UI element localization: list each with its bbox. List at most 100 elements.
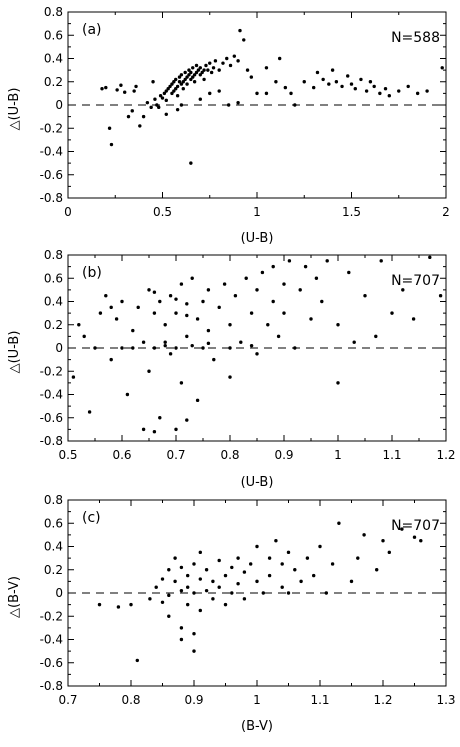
y-tick-label: -0.6: [40, 168, 63, 182]
data-point: [309, 317, 313, 321]
data-point: [187, 73, 191, 77]
data-point: [206, 288, 211, 292]
panel-label: (b): [82, 265, 102, 281]
data-point: [208, 91, 212, 96]
data-point: [151, 80, 155, 84]
data-point: [321, 77, 325, 82]
data-point: [163, 323, 167, 327]
data-point: [202, 68, 206, 72]
data-point: [379, 259, 383, 263]
data-point: [412, 535, 417, 539]
data-point: [130, 109, 134, 113]
data-point: [400, 527, 404, 531]
data-point: [280, 562, 284, 566]
data-point: [185, 302, 189, 306]
x-tick-label: 0.7: [166, 448, 185, 462]
data-point: [198, 66, 202, 70]
data-point: [299, 579, 303, 584]
y-tick-label: -0.4: [40, 633, 63, 647]
data-point: [185, 313, 189, 318]
y-tick-label: 0.8: [44, 5, 63, 19]
data-point: [378, 91, 382, 96]
x-tick-label: 1.3: [436, 693, 455, 707]
data-point: [208, 61, 212, 65]
data-point: [181, 87, 185, 91]
data-point: [198, 73, 202, 77]
data-point: [346, 74, 350, 78]
data-point: [164, 112, 168, 117]
data-point: [283, 85, 288, 90]
data-point: [120, 299, 124, 304]
data-point: [172, 80, 176, 84]
data-point: [228, 323, 232, 327]
data-point: [230, 565, 234, 570]
data-point: [198, 550, 202, 555]
data-point: [100, 87, 104, 91]
data-point: [191, 66, 195, 70]
data-point: [190, 276, 194, 280]
y-tick-label: 0.4: [44, 540, 63, 554]
data-point: [174, 311, 178, 315]
data-point: [186, 602, 190, 607]
data-point: [236, 582, 240, 586]
y-tick-label: 0.6: [44, 28, 63, 42]
data-point: [198, 608, 202, 613]
panel-b: 0.5 0.6 0.7 0.8 0.9 1 1.1 1.2 -0.8 -0.6 -0.4 -0.2 0 0…: [7, 248, 456, 490]
y-tick-label: 0: [55, 98, 63, 112]
data-point: [170, 91, 174, 96]
data-point: [131, 328, 135, 333]
data-point: [302, 80, 306, 84]
y-tick-label: 0.6: [44, 271, 63, 285]
data-point: [232, 54, 237, 58]
data-point: [274, 80, 278, 84]
data-point: [177, 75, 182, 79]
data-point: [428, 255, 432, 260]
data-point: [179, 82, 184, 86]
data-point: [282, 311, 286, 315]
data-point: [131, 346, 135, 350]
data-point: [286, 550, 291, 555]
data-point: [164, 89, 168, 93]
data-point: [104, 85, 108, 90]
data-point: [186, 573, 190, 578]
data-point: [239, 340, 243, 344]
data-point: [187, 68, 191, 72]
data-point: [213, 59, 218, 63]
panel-a: 0 0.5 1 1.5 2 -0.8 -0.6 -0.4 -0.2 0 0.2 0.4 0.6 0.8 (a…: [7, 5, 450, 246]
data-point: [189, 70, 193, 75]
data-point: [163, 343, 167, 348]
data-point: [167, 614, 171, 618]
data-point: [129, 602, 133, 607]
data-point: [152, 290, 157, 294]
y-tick-label: 0.4: [44, 52, 63, 66]
data-point: [228, 375, 232, 379]
data-point: [334, 80, 339, 84]
data-point: [330, 562, 335, 566]
data-point: [192, 591, 196, 595]
data-point: [141, 340, 146, 344]
data-point: [383, 87, 388, 91]
data-point: [363, 293, 367, 298]
data-point: [201, 299, 205, 304]
data-point: [152, 430, 157, 434]
data-point: [340, 84, 344, 89]
x-axis-label: (U-B): [241, 475, 274, 490]
x-tick-label: 1: [334, 448, 342, 462]
data-point: [77, 323, 81, 327]
y-tick-label: 0.2: [44, 75, 63, 89]
y-tick-label: -0.4: [40, 388, 63, 402]
data-point: [425, 89, 429, 93]
data-point: [222, 282, 227, 286]
data-point: [179, 103, 184, 107]
data-point: [179, 73, 184, 77]
data-point: [280, 585, 284, 589]
y-tick-label: 0.6: [44, 516, 63, 530]
data-point: [192, 631, 196, 636]
data-point: [168, 352, 173, 356]
data-point: [93, 346, 97, 350]
data-point: [138, 124, 142, 128]
data-point: [255, 288, 259, 292]
data-point: [134, 84, 138, 89]
y-tick-label: -0.6: [40, 411, 63, 425]
data-point: [271, 299, 275, 304]
